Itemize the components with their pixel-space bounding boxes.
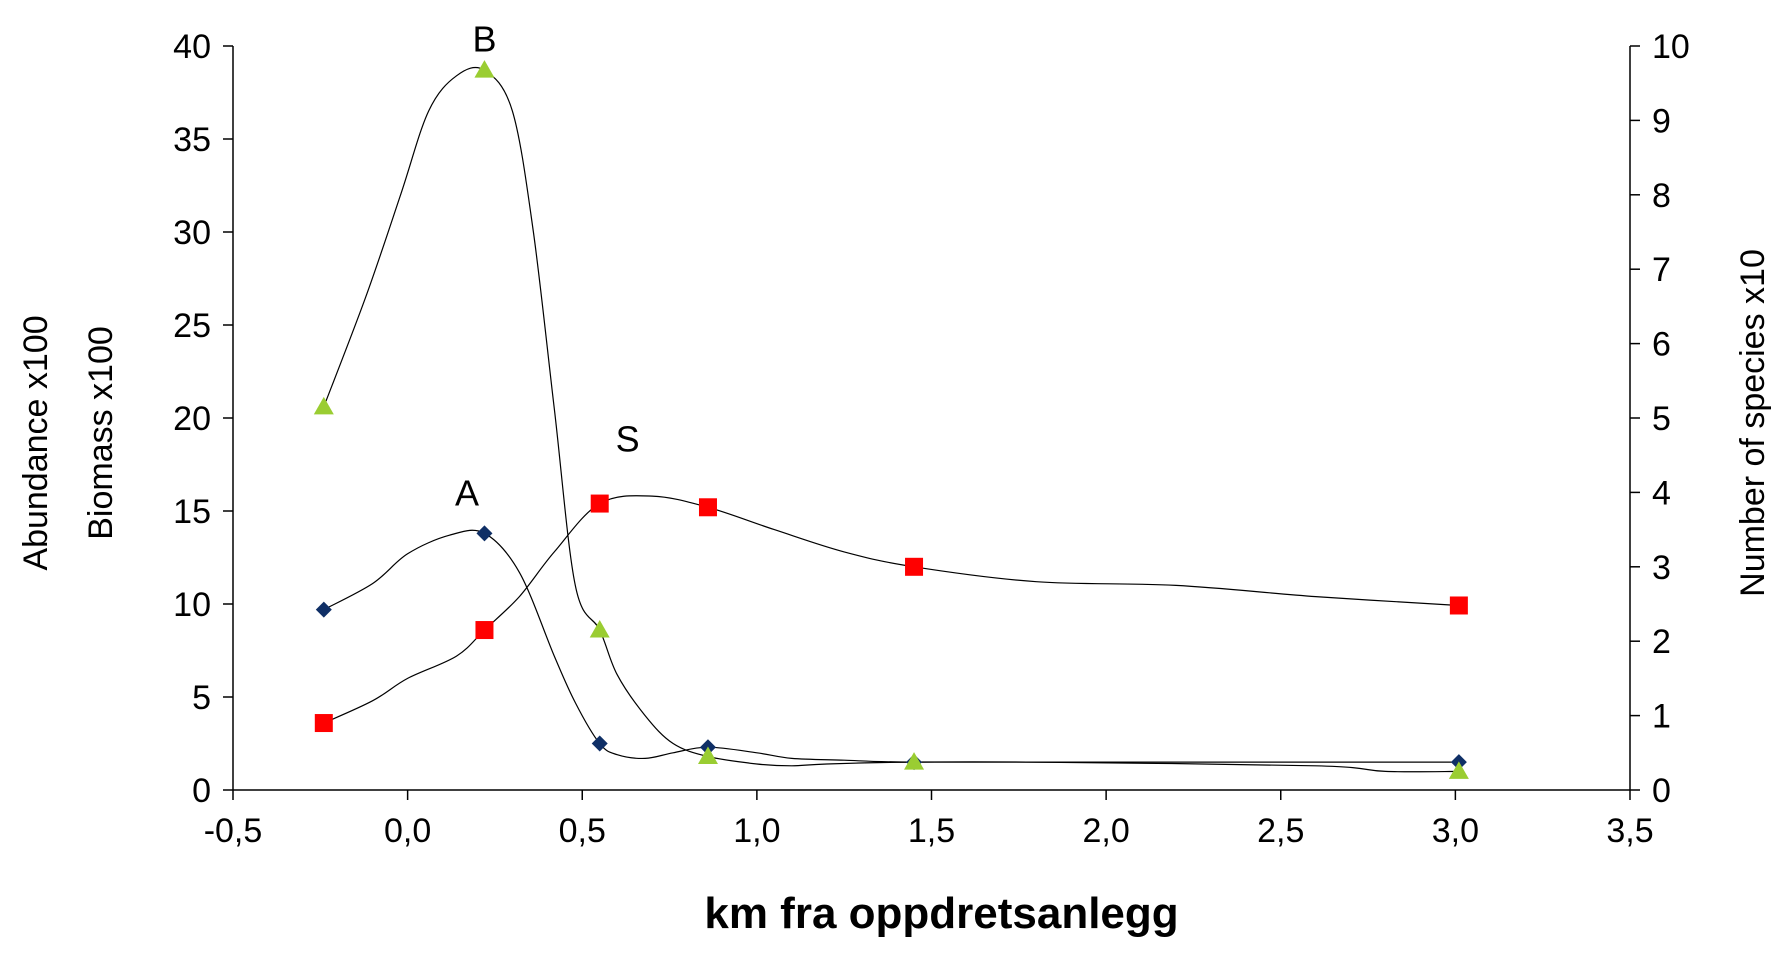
y-left-tick-label: 40 [173, 28, 211, 66]
axis-labels: -0,5 0,0 0,5 1,0 1,5 2,0 2,5 3,0 3,5051015202530… [17, 28, 1772, 938]
y-right-tick-label: 1 [1652, 698, 1671, 736]
y-right-title: Number of species x10 [1734, 249, 1772, 597]
series-b-point [904, 752, 925, 770]
series-a-point [476, 525, 493, 542]
y-right-tick-label: 2 [1652, 623, 1671, 661]
x-tick-label: 1,5 [908, 812, 955, 850]
series-annotations: B A S [455, 19, 640, 514]
x-axis-title: km fra oppdretsanlegg [704, 889, 1178, 938]
y-right-tick-label: 9 [1652, 102, 1671, 140]
series-b-point [1448, 761, 1469, 779]
series-a-line [323, 529, 1459, 763]
y-left-tick-label: 30 [173, 214, 211, 252]
series-s-line [323, 495, 1459, 724]
series-markers [313, 60, 1469, 779]
x-tick-label: 0,5 [559, 812, 606, 850]
series-s-point [475, 621, 494, 640]
y-right-tick-label: 0 [1652, 772, 1671, 810]
series-a-point [315, 601, 332, 618]
y-left-tick-label: 25 [173, 307, 211, 345]
x-tick-label: 3,0 [1432, 812, 1479, 850]
annotation-s: S [616, 418, 640, 459]
y-right-tick-label: 3 [1652, 549, 1671, 587]
axes [223, 45, 1640, 800]
series-s-point [314, 714, 333, 733]
annotation-b: B [472, 19, 496, 60]
y-left-tick-label: 15 [173, 493, 211, 531]
series-b-point [474, 60, 495, 78]
y-left-tick-label: 10 [173, 586, 211, 624]
y-left-title-abundance: Abundance x100 [17, 315, 55, 570]
y-right-tick-label: 7 [1652, 251, 1671, 289]
y-right-tick-label: 8 [1652, 177, 1671, 215]
y-left-tick-label: 20 [173, 400, 211, 438]
x-tick-label: 1,0 [733, 812, 780, 850]
y-left-title-biomass: Biomass x100 [82, 326, 120, 540]
y-right-tick-label: 4 [1652, 474, 1671, 512]
y-left-tick-label: 0 [192, 772, 211, 810]
series-a-point [591, 735, 608, 752]
y-left-tick-label: 5 [192, 679, 211, 717]
y-right-tick-label: 10 [1652, 28, 1690, 66]
series-s-point [590, 494, 609, 513]
series-b-point [589, 620, 610, 638]
x-tick-label: 0,0 [384, 812, 431, 850]
x-tick-label: -0,5 [204, 812, 263, 850]
y-right-tick-label: 6 [1652, 326, 1671, 364]
series-b-point [313, 396, 334, 415]
series-s-point [1449, 596, 1468, 615]
series-s-point [698, 498, 717, 517]
x-tick-label: 2,5 [1257, 812, 1304, 850]
y-right-tick-label: 5 [1652, 400, 1671, 438]
series-curves [323, 66, 1459, 773]
y-left-tick-label: 35 [173, 121, 211, 159]
series-s-point [905, 557, 924, 576]
x-tick-label: 3,5 [1606, 812, 1653, 850]
x-tick-label: 2,0 [1082, 812, 1129, 850]
annotation-a: A [455, 472, 479, 513]
series-b-point [697, 746, 718, 765]
series-b-line [323, 66, 1459, 773]
